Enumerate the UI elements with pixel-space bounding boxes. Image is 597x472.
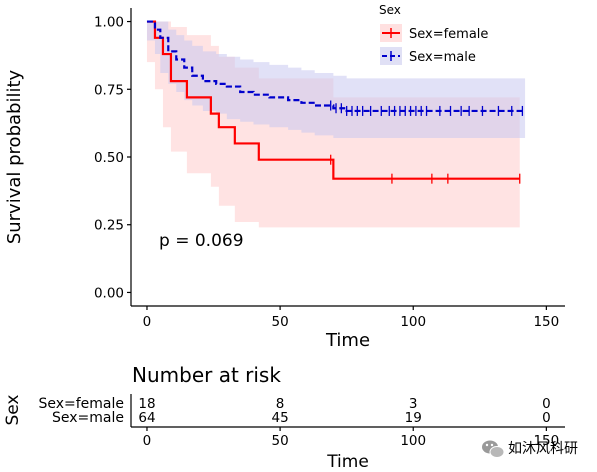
- risk-count-male: 45: [272, 410, 289, 426]
- risk-table-title: Number at risk: [132, 363, 281, 387]
- legend-item-female: Sex=female: [380, 24, 488, 42]
- risk-count-female: 0: [542, 396, 551, 412]
- risk-x-tick-label: 50: [272, 433, 289, 449]
- y-tick-label: 1.00: [94, 15, 124, 31]
- y-tick-label: 0.75: [94, 82, 124, 98]
- x-tick-label: 150: [533, 314, 559, 330]
- risk-x-tick-label: 150: [533, 433, 559, 449]
- x-axis-ticks: 0 50 100 150: [143, 306, 559, 330]
- survival-curve-male: [146, 20, 526, 113]
- x-tick-label: 0: [143, 314, 152, 330]
- km-plot: 0.00 0.25 0.50 0.75 1.00 0 50 100 150 Survival …: [4, 8, 565, 351]
- legend-label-male: Sex=male: [409, 50, 476, 65]
- confidence-bands: [146, 21, 526, 228]
- x-axis-label: Time: [325, 330, 370, 351]
- survival-curves: [146, 20, 526, 180]
- survival-curve-female: [146, 20, 520, 180]
- x-tick-label: 50: [272, 314, 289, 330]
- legend-title: Sex: [379, 3, 401, 17]
- legend: Sex Sex=female Sex=male: [379, 3, 488, 65]
- y-tick-label: 0.00: [94, 285, 124, 301]
- wechat-icon: [482, 440, 505, 458]
- y-tick-label: 0.25: [94, 218, 124, 234]
- x-tick-label: 100: [400, 314, 426, 330]
- risk-x-tick-label: 0: [143, 433, 152, 449]
- risk-count-female: 8: [276, 396, 285, 412]
- risk-count-female: 3: [409, 396, 418, 412]
- ci-band-male: [146, 21, 526, 139]
- censor-marks: [330, 100, 524, 184]
- risk-count-male: 64: [138, 410, 155, 426]
- watermark-text: 如沐风科研: [508, 441, 578, 457]
- risk-row-label-male: Sex=male: [52, 410, 124, 426]
- p-value-annotation: p = 0.069: [159, 231, 244, 251]
- risk-table: Number at risk Sex Sex=female Sex=male 1…: [3, 363, 565, 472]
- legend-item-male: Sex=male: [380, 47, 476, 65]
- risk-count-male: 19: [405, 410, 422, 426]
- y-tick-label: 0.50: [94, 150, 124, 166]
- risk-count-male: 0: [542, 410, 551, 426]
- risk-row-label-female: Sex=female: [38, 396, 124, 412]
- legend-label-female: Sex=female: [409, 27, 488, 42]
- risk-x-axis-label: Time: [326, 452, 369, 472]
- risk-x-axis-ticks: 0 50 100 150: [143, 427, 559, 449]
- y-axis-label: Survival probability: [4, 69, 25, 244]
- risk-counts: 18 8 3 0 64 45 19 0: [138, 396, 550, 426]
- watermark: 如沐风科研: [482, 440, 578, 458]
- risk-table-y-label: Sex: [3, 394, 23, 425]
- y-axis-ticks: 0.00 0.25 0.50 0.75 1.00: [94, 15, 131, 301]
- risk-count-female: 18: [138, 396, 155, 412]
- risk-x-tick-label: 100: [400, 433, 426, 449]
